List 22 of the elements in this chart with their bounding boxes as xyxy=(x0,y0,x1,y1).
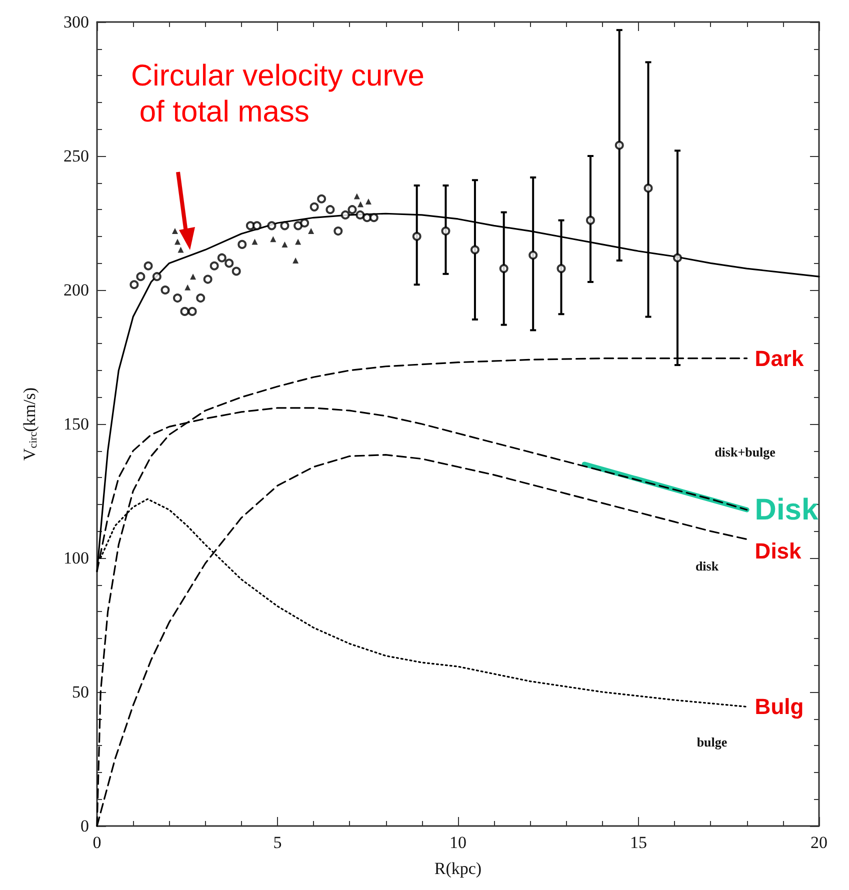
x-tick-label: 10 xyxy=(450,833,466,852)
x-axis-title: R(kpc) xyxy=(434,859,482,878)
x-tick-label: 15 xyxy=(630,833,647,852)
x-tick-label: 20 xyxy=(810,833,828,852)
annotation: disk+bulge xyxy=(714,444,776,460)
annotation: Circular velocity curve of total mass xyxy=(131,60,424,128)
y-axis-title: Vcirc(km/s) xyxy=(20,387,40,461)
series-label: Disk xyxy=(754,538,802,564)
y-tick-label: 300 xyxy=(64,12,89,32)
annotation: bulge xyxy=(696,734,728,750)
x-tick-label: 0 xyxy=(92,833,102,852)
y-tick-label: 50 xyxy=(72,682,89,702)
series-label: Disk xyxy=(754,493,818,526)
series-label: Bulg xyxy=(754,694,804,720)
x-tick-label: 5 xyxy=(273,833,282,852)
y-tick-label: 150 xyxy=(64,414,89,434)
y-tick-label: 200 xyxy=(64,280,89,300)
y-tick-label: 250 xyxy=(64,146,89,166)
y-tick-label: 100 xyxy=(64,548,89,568)
y-tick-label: 0 xyxy=(80,816,89,836)
annotation: disk xyxy=(695,558,720,574)
series-label: Dark xyxy=(754,346,804,371)
